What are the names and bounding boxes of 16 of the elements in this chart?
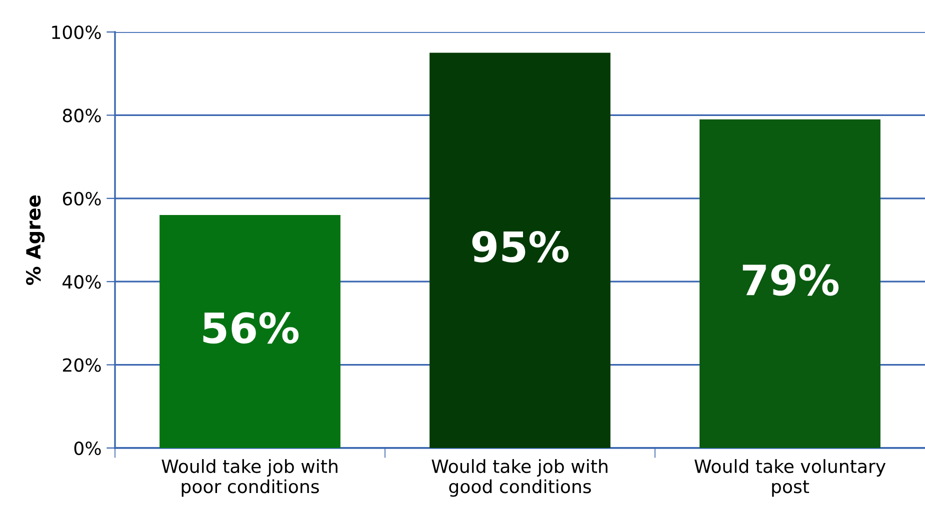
y-tick-label: 20% [62,358,101,372]
x-tick-label: Would take job with good conditions [432,459,608,497]
y-tick-label: 60% [62,192,101,206]
x-tick-label: Would take job with poor conditions [162,459,338,497]
y-tick-label: 100% [52,25,101,40]
bar [700,119,880,448]
data-label: 79% [742,264,839,296]
y-axis-title: % Agree [26,195,45,285]
y-tick-label: 80% [62,108,101,122]
y-tick-label: 40% [62,275,101,289]
data-label: 95% [472,230,569,262]
y-tick-label: 0% [74,441,101,456]
bar [430,52,610,448]
data-label: 56% [203,312,299,344]
bar [160,215,340,448]
x-tick-label: Would take voluntary post [694,459,886,497]
